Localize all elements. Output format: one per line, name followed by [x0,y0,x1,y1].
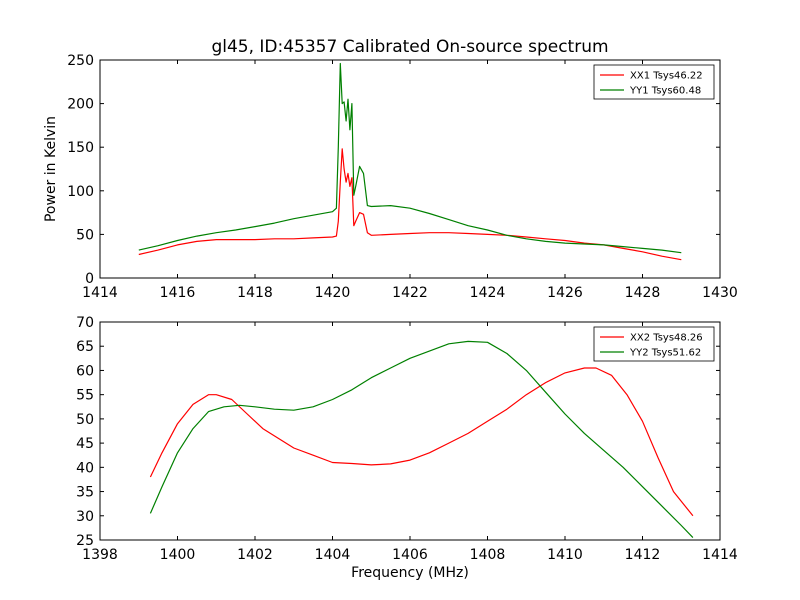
bottom-y-tick-label: 35 [76,485,94,501]
top-y-tick-label: 50 [76,227,94,243]
top-x-tick-label: 1414 [82,285,118,301]
bottom-x-tick-label: 1408 [470,547,506,563]
bottom-x-tick-label: 1406 [392,547,428,563]
bottom-y-tick-label: 25 [76,533,94,549]
top-x-tick-label: 1422 [392,285,428,301]
bottom-series-line-1 [149,367,694,517]
bottom-x-tick-label: 1414 [702,547,738,563]
bottom-spectrum-plot: 1398 1400 1402 1404 1406 1408 1410 1412 1414 25 30… [76,315,738,581]
bottom-legend-label-2: YY2 Tsys51.62 [629,348,701,359]
bottom-y-tick-label: 45 [76,436,94,452]
bottom-x-tick-label: 1410 [547,547,583,563]
bottom-y-tick-label: 30 [76,509,94,525]
bottom-x-tick-label: 1400 [160,547,196,563]
top-legend-label-1: XX1 Tsys46.22 [630,71,703,82]
top-x-tick-label: 1430 [702,285,738,301]
top-x-tick-label: 1416 [160,285,196,301]
top-y-tick-label: 150 [67,140,94,156]
bottom-x-tick-label: 1404 [315,547,351,563]
top-x-tick-label: 1424 [470,285,506,301]
bottom-x-axis-label: Frequency (MHz) [351,565,469,581]
bottom-y-tick-label: 70 [76,315,94,331]
chart-title: gl45, ID:45357 Calibrated On-source spec… [211,37,608,57]
top-legend-box [593,64,715,100]
top-series-line-1 [138,148,682,261]
bottom-x-tick-label: 1398 [82,547,118,563]
top-x-tick-label: 1418 [237,285,273,301]
bottom-y-tick-label: 40 [76,460,94,476]
top-spectrum-plot: 1414 1416 1418 1420 1422 1424 1426 1428 1430 0 50 1… [43,53,738,301]
top-y-axis-label: Power in Kelvin [43,116,59,222]
top-legend: XX1 Tsys46.22 YY1 Tsys60.48 [593,64,715,100]
bottom-legend-label-1: XX2 Tsys48.26 [630,333,703,344]
bottom-series-line-2 [149,340,694,539]
bottom-legend: XX2 Tsys48.26 YY2 Tsys51.62 [593,326,715,362]
bottom-y-tick-label: 50 [76,412,94,428]
bottom-x-tick-label: 1412 [625,547,661,563]
top-legend-label-2: YY1 Tsys60.48 [629,86,701,97]
top-y-tick-label: 250 [67,53,94,69]
bottom-y-tick-label: 60 [76,363,94,379]
top-x-tick-label: 1426 [547,285,583,301]
top-y-tick-label: 0 [85,271,94,287]
top-y-tick-label: 200 [67,97,94,113]
bottom-y-tick-label: 55 [76,388,94,404]
bottom-x-tick-label: 1402 [237,547,273,563]
top-series-line-2 [138,62,682,254]
bottom-legend-box [593,326,715,362]
bottom-y-tick-label: 65 [76,339,94,355]
top-y-tick-label: 100 [67,184,94,200]
top-x-tick-label: 1428 [625,285,661,301]
top-x-tick-label: 1420 [315,285,351,301]
